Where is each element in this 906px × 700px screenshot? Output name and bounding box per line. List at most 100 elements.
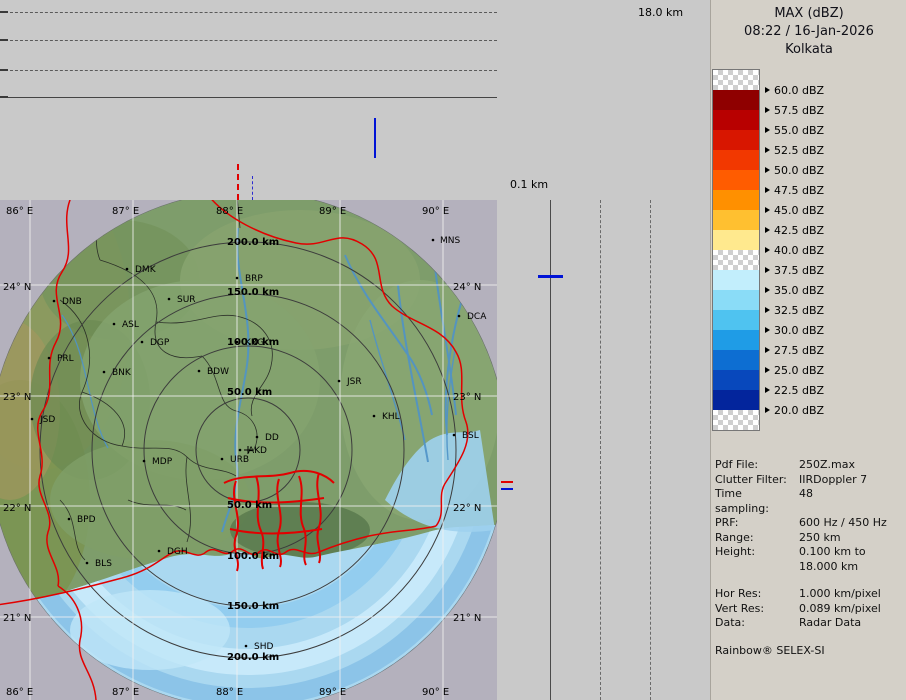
tick-arrow-icon bbox=[765, 187, 770, 193]
legend-band bbox=[713, 150, 759, 170]
lon-label: 90° E bbox=[422, 206, 449, 217]
legend-band bbox=[713, 350, 759, 370]
radar-center-marker-red bbox=[237, 164, 239, 200]
city-label: KHL bbox=[382, 412, 400, 422]
city-label: BLS bbox=[95, 559, 112, 569]
legend-band bbox=[713, 390, 759, 410]
ring-label: 150.0 km bbox=[227, 287, 279, 298]
ring-label: 50.0 km bbox=[227, 500, 272, 511]
city: URB bbox=[220, 455, 249, 465]
lat-label: 22° N bbox=[453, 503, 481, 514]
legend-entry: 42.5 dBZ bbox=[765, 223, 824, 237]
height-gridline bbox=[0, 12, 497, 13]
legend-color-scale bbox=[712, 69, 760, 431]
lon-label: 88° E bbox=[216, 206, 243, 217]
city-label: MNS bbox=[440, 236, 460, 246]
legend-entry: 32.5 dBZ bbox=[765, 303, 824, 317]
city-label: PRL bbox=[57, 354, 74, 364]
tick-arrow-icon bbox=[765, 167, 770, 173]
meta-row: Time sampling: 48 bbox=[715, 487, 813, 515]
longitude-labels: 86° E 87° E 88° E 89° E 90° E 86° E 87° … bbox=[6, 206, 449, 698]
height-profile-right-panel bbox=[497, 200, 710, 700]
tick-arrow-icon bbox=[765, 107, 770, 113]
legend-entry: 25.0 dBZ bbox=[765, 363, 824, 377]
city: DGH bbox=[157, 547, 188, 557]
city-label: DGP bbox=[150, 338, 170, 348]
city: BSL bbox=[452, 431, 479, 441]
city-label: SHD bbox=[254, 642, 273, 652]
city-label: BNK bbox=[112, 368, 132, 378]
profile-gridline bbox=[600, 200, 601, 700]
legend-band bbox=[713, 290, 759, 310]
product-metadata: Pdf File: 250Z.max Clutter Filter: IIRDopp… bbox=[715, 458, 905, 657]
state-boundaries bbox=[0, 194, 469, 700]
city: MNS bbox=[431, 236, 460, 246]
lon-label: 89° E bbox=[319, 687, 346, 698]
ring-label: 100.0 km bbox=[227, 551, 279, 562]
city-label: BRP bbox=[245, 274, 263, 284]
height-axis-tick bbox=[0, 96, 8, 98]
city: ASL bbox=[112, 320, 139, 330]
city-label: AKD bbox=[248, 446, 267, 456]
city: BDW bbox=[197, 367, 229, 377]
center-marker-blue bbox=[252, 176, 253, 200]
height-axis-tick bbox=[0, 69, 8, 71]
legend-band bbox=[713, 210, 759, 230]
city-label: MDP bbox=[152, 457, 173, 467]
city: BRP bbox=[235, 274, 263, 284]
height-axis-min-label: 0.1 km bbox=[510, 178, 549, 191]
ring-label: 200.0 km bbox=[227, 652, 279, 663]
echo-row-marker-red bbox=[501, 481, 513, 483]
city: JSD bbox=[30, 415, 55, 425]
legend-band bbox=[713, 70, 759, 90]
product-timestamp: 08:22 / 16-Jan-2026 bbox=[744, 24, 874, 39]
legend-entry: 55.0 dBZ bbox=[765, 123, 824, 137]
latlon-grid bbox=[0, 200, 497, 700]
lon-label: 87° E bbox=[112, 206, 139, 217]
range-ring-labels: 200.0 km 150.0 km 100.0 km 50.0 km 50.0 … bbox=[227, 237, 279, 663]
legend-entry: 27.5 dBZ bbox=[765, 343, 824, 357]
lon-label: 87° E bbox=[112, 687, 139, 698]
city-labels: MNS DMK BRP SUR DNB ASL DGP KRG DCA PRL … bbox=[30, 236, 487, 652]
city-label: DGH bbox=[167, 547, 188, 557]
city: AKD bbox=[238, 446, 267, 456]
city: JSR bbox=[337, 377, 362, 387]
city-label: DNB bbox=[62, 297, 82, 307]
lat-label: 23° N bbox=[453, 392, 481, 403]
legend-entry: 57.5 dBZ bbox=[765, 103, 824, 117]
legend-entry: 35.0 dBZ bbox=[765, 283, 824, 297]
legend-band bbox=[713, 170, 759, 190]
city-label: BDW bbox=[207, 367, 229, 377]
profile-gridline bbox=[550, 200, 551, 700]
height-gridline bbox=[0, 40, 497, 41]
city: DMK bbox=[125, 265, 157, 275]
echo-row-marker-blue bbox=[501, 488, 513, 490]
meta-row: Vert Res: 0.089 km/pixel bbox=[715, 601, 881, 615]
city: DGP bbox=[140, 338, 170, 348]
legend-band bbox=[713, 130, 759, 150]
profile-gridline bbox=[650, 200, 651, 700]
tick-arrow-icon bbox=[765, 287, 770, 293]
height-axis-tick bbox=[0, 39, 8, 41]
city: DNB bbox=[52, 297, 82, 307]
legend-entry: 52.5 dBZ bbox=[765, 143, 824, 157]
meta-row: Hor Res: 1.000 km/pixel bbox=[715, 587, 881, 600]
delta-boundaries bbox=[223, 469, 335, 572]
legend-band bbox=[713, 410, 759, 430]
city-label: DCA bbox=[467, 312, 487, 322]
echo-column-marker-blue bbox=[374, 118, 376, 158]
tick-arrow-icon bbox=[765, 227, 770, 233]
meta-row: 18.000 km bbox=[799, 559, 859, 573]
legend-entry: 30.0 dBZ bbox=[765, 323, 824, 337]
meta-row: Clutter Filter: IIRDoppler 7 bbox=[715, 472, 868, 486]
ring-label: 50.0 km bbox=[227, 387, 272, 398]
height-profile-top-panel: 18.0 km 0.1 km bbox=[0, 0, 710, 200]
legend-band bbox=[713, 330, 759, 350]
echo-row-marker-blue bbox=[538, 275, 563, 278]
lon-label: 90° E bbox=[422, 687, 449, 698]
meta-row: Height: 0.100 km to bbox=[715, 545, 866, 558]
city-label: DD bbox=[265, 433, 279, 443]
product-title: MAX (dBZ) bbox=[774, 6, 844, 21]
lat-label: 22° N bbox=[3, 503, 31, 514]
